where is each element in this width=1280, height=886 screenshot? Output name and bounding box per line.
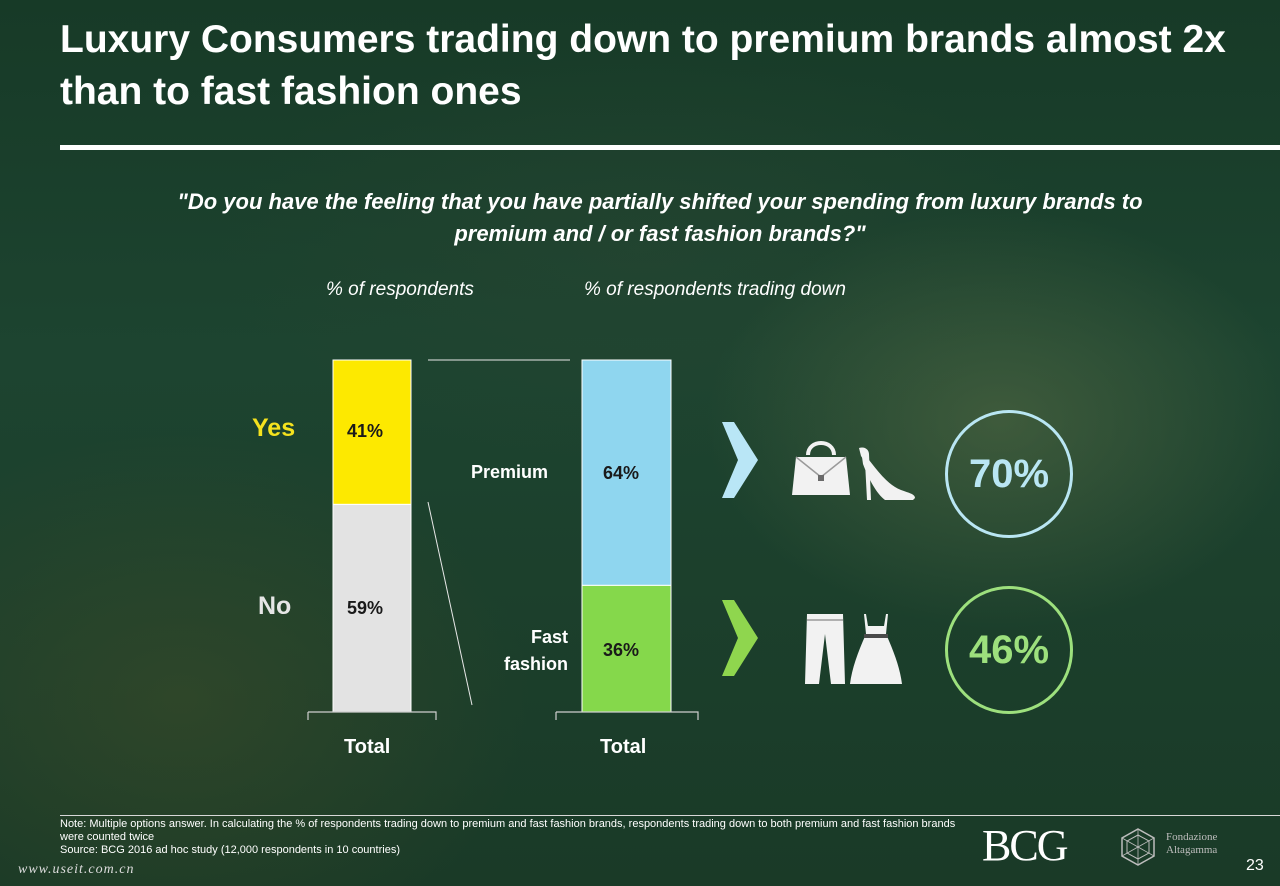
bar-segment-premium — [581, 359, 672, 586]
footer-divider — [60, 815, 1280, 816]
chart2-axis — [555, 711, 699, 720]
premium-share-callout: 70% — [945, 410, 1073, 538]
series-label-no: No — [258, 592, 292, 620]
bar-segment-yes — [332, 359, 412, 505]
chart1-subtitle: % of respondents — [326, 279, 474, 300]
jeans-icon — [805, 614, 845, 684]
bar-label-no: 59% — [347, 598, 384, 618]
footnote: Note: Multiple options answer. In calcul… — [60, 818, 980, 857]
footnote-source: Source: BCG 2016 ad hoc study (12,000 re… — [60, 844, 400, 856]
chart2-category-label: Total — [600, 736, 647, 758]
series-label-yes: Yes — [252, 414, 296, 442]
series-label-premium: Premium — [471, 462, 549, 482]
connector-line-bottom — [427, 501, 473, 706]
bar-label-yes: 41% — [347, 421, 384, 441]
page-title: Luxury Consumers trading down to premium… — [60, 18, 1226, 113]
altagamma-logo-icon — [1121, 828, 1155, 866]
chart1-axis — [307, 711, 437, 720]
partner-name-line2: Altagamma — [1166, 844, 1218, 856]
chart1-category-label: Total — [344, 736, 391, 758]
survey-question: "Do you have the feeling that you have p… — [177, 189, 1143, 246]
chevron-right-icon — [722, 422, 758, 498]
dress-icon — [850, 614, 902, 684]
series-label-fast-fashion: Fast fashion — [503, 627, 568, 674]
bar-segment-no — [332, 503, 412, 713]
title-divider — [60, 145, 1280, 150]
fast-fashion-share-callout: 46% — [945, 586, 1073, 714]
chevron-right-icon — [722, 600, 758, 676]
chart2-subtitle: % of respondents trading down — [584, 279, 846, 300]
bar-label-premium: 64% — [603, 463, 640, 483]
altagamma-logo: Fondazione Altagamma — [1166, 831, 1217, 857]
bar-segment-fast-fashion — [581, 584, 672, 713]
bcg-logo: BCG — [982, 821, 1068, 870]
bar-label-fast-fashion: 36% — [603, 640, 640, 660]
handbag-icon — [792, 441, 850, 495]
partner-name-line1: Fondazione — [1166, 831, 1218, 843]
watermark: www.useit.com.cn — [18, 862, 135, 877]
page-number: 23 — [1246, 857, 1264, 874]
footnote-note: Note: Multiple options answer. In calcul… — [60, 818, 956, 843]
high-heel-icon — [859, 447, 915, 500]
